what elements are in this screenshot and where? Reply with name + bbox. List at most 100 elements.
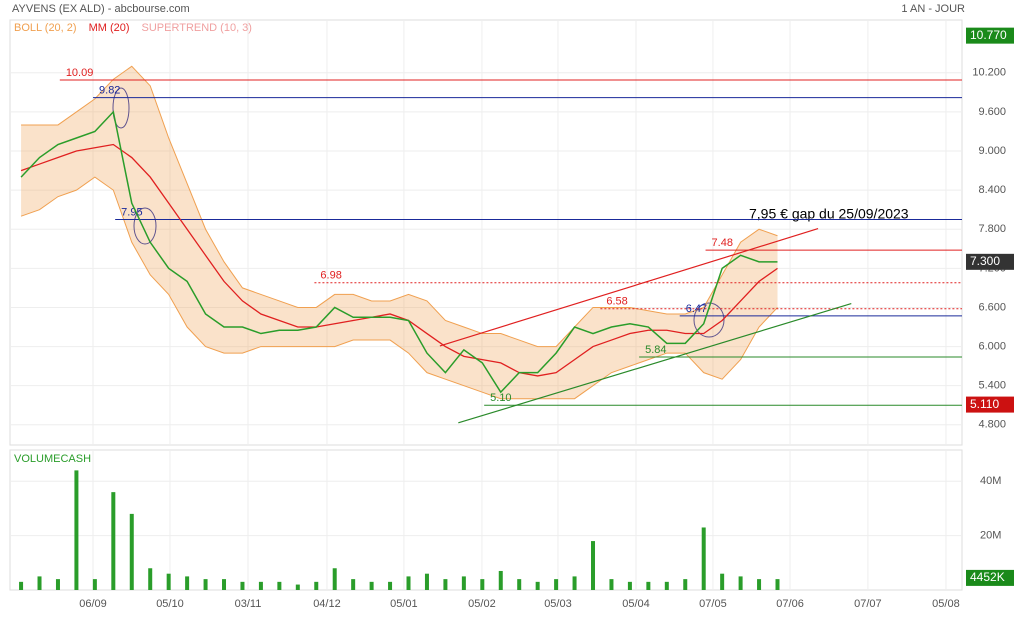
volume-bar (498, 570, 503, 590)
badge (966, 569, 1014, 586)
band-fill (21, 66, 778, 399)
volume-bar (535, 581, 540, 590)
x-tick-label: 07/07 (854, 598, 882, 610)
x-tick-label: 05/04 (622, 598, 650, 610)
y-tick-label: 6.600 (978, 301, 1006, 313)
volume-bar (775, 579, 780, 590)
volume-bar (664, 581, 669, 590)
y-tick-label: 8.400 (978, 184, 1006, 196)
volume-bar (111, 492, 116, 590)
level-label: 6.58 (606, 296, 627, 308)
volume-bar (424, 573, 429, 590)
price-frame (9, 19, 963, 446)
y-tick-label: 10.200 (972, 67, 1006, 79)
volume-bar (591, 541, 596, 590)
volume-bar (74, 470, 79, 590)
volume-bar (92, 579, 97, 590)
volume-label: VOLUMECASH (14, 453, 91, 465)
legend-entry: SUPERTREND (10, 3) (142, 22, 252, 34)
annotation: 7,95 € gap du 25/09/2023 (749, 206, 909, 222)
volume-bar (240, 581, 245, 590)
x-tick-label: 05/08 (932, 598, 960, 610)
volume-bar (258, 581, 263, 590)
band-line (21, 65, 778, 348)
y-tick-label: 40M (980, 475, 1001, 487)
badge-label: 10.770 (970, 28, 1007, 42)
volume-bar (19, 581, 24, 590)
volume-bar (129, 513, 134, 590)
badge (966, 396, 1014, 413)
price-line (20, 110, 778, 394)
volume-bar (37, 576, 42, 590)
volume-bar (166, 573, 171, 590)
volume-bar (406, 576, 411, 590)
band-line (20, 176, 778, 400)
level-label: 6.47 (686, 303, 707, 315)
level-label: 5.10 (490, 392, 511, 404)
volume-frame (9, 449, 963, 591)
x-tick-label: 07/06 (776, 598, 804, 610)
volume-bar (55, 579, 60, 590)
badge (966, 27, 1014, 44)
volume-bar (627, 581, 632, 590)
trendline (458, 302, 852, 424)
legend-entry: BOLL (20, 2) (14, 22, 77, 34)
x-tick-label: 05/02 (468, 598, 496, 610)
trendline (439, 228, 819, 347)
level-label: 9.82 (99, 84, 120, 96)
x-tick-label: 04/12 (313, 598, 341, 610)
period: 1 AN - JOUR (901, 3, 965, 15)
volume-bar (222, 579, 227, 590)
level-label: 10.09 (66, 67, 94, 79)
volume-bar (388, 581, 393, 590)
level-label: 7.95 (121, 206, 142, 218)
volume-bar (461, 576, 466, 590)
y-tick-label: 4.800 (978, 419, 1006, 431)
volume-bar (757, 579, 762, 590)
level-label: 6.98 (320, 270, 341, 282)
circle (693, 302, 725, 338)
volume-bar (646, 581, 651, 590)
volume-bar (148, 568, 153, 590)
y-tick-label: 9.000 (978, 145, 1006, 157)
y-tick-label: 7.800 (978, 223, 1006, 235)
volume-bar (369, 581, 374, 590)
volume-bar (314, 581, 319, 590)
x-tick-label: 06/09 (79, 598, 107, 610)
y-tick-label: 6.000 (978, 340, 1006, 352)
volume-bar (683, 579, 688, 590)
level-label: 5.84 (645, 344, 666, 356)
x-tick-label: 05/01 (390, 598, 418, 610)
volume-bar (720, 573, 725, 590)
volume-bar (203, 579, 208, 590)
badge-label: 5.110 (970, 397, 999, 411)
volume-bar (738, 576, 743, 590)
y-tick-label: 20M (980, 530, 1001, 542)
badge (966, 253, 1014, 270)
volume-bar (517, 579, 522, 590)
x-tick-label: 05/03 (544, 598, 572, 610)
volume-bar (277, 581, 282, 590)
level-label: 7.48 (712, 237, 733, 249)
x-tick-label: 07/05 (699, 598, 727, 610)
volume-bar (572, 576, 577, 590)
volume-bar (185, 576, 190, 590)
volume-bar (480, 579, 485, 590)
legend-entry: MM (20) (89, 22, 130, 34)
badge-label: 4452K (970, 570, 1005, 584)
volume-bar (295, 584, 300, 590)
x-tick-label: 03/11 (235, 598, 262, 610)
volume-bar (351, 579, 356, 590)
x-tick-label: 05/10 (156, 598, 184, 610)
title: AYVENS (EX ALD) - abcbourse.com (12, 3, 190, 15)
circle (133, 207, 157, 245)
circle (112, 87, 130, 129)
y-tick-label: 9.600 (978, 106, 1006, 118)
volume-bar (443, 579, 448, 590)
volume-bar (609, 579, 614, 590)
volume-bar (332, 568, 337, 590)
volume-bar (701, 527, 706, 590)
badge-label: 7.300 (970, 254, 1000, 268)
volume-bar (554, 579, 559, 590)
